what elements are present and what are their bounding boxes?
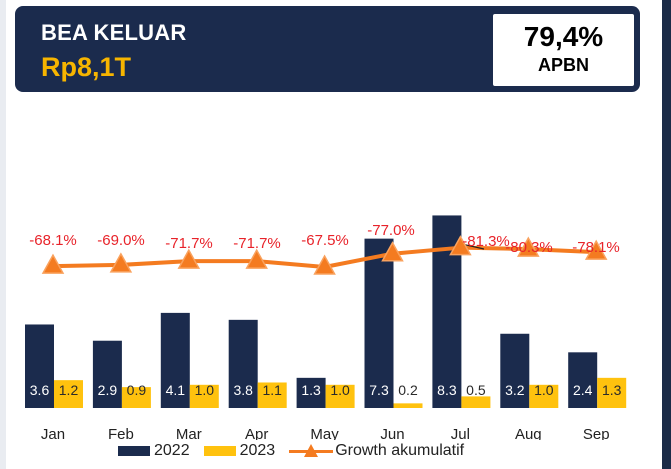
- x-tick-apr: Apr: [245, 426, 268, 440]
- bar-2022-aug: [500, 333, 530, 408]
- bar-2023-jul: [461, 396, 491, 408]
- bar-2023-apr: [257, 382, 287, 408]
- apbn-percentage: 79,4%: [523, 21, 604, 52]
- growth-marker-apr: [245, 248, 268, 269]
- growth-marker-aug: [517, 236, 540, 257]
- apbn-label: APBN: [537, 55, 589, 75]
- x-tick-jul: Jul: [451, 426, 470, 440]
- bar-2023-feb: [121, 387, 151, 408]
- label-2022-may: 1.3: [301, 382, 321, 398]
- growth-marker-jun: [381, 241, 404, 262]
- label-2023-may: 1.0: [330, 382, 350, 398]
- bar-2023-jan: [54, 380, 83, 408]
- label-2023-jan: 1.2: [59, 382, 79, 398]
- x-tick-jan: Jan: [41, 426, 65, 440]
- label-2023-mar: 1.0: [195, 382, 215, 398]
- label-2023-jul: 0.5: [466, 382, 486, 398]
- x-tick-jun: Jun: [380, 426, 404, 440]
- bar-2022-feb: [92, 340, 122, 408]
- legend-label-2023: 2023: [239, 442, 276, 459]
- growth-label-jun: -77.0%: [367, 222, 415, 239]
- label-2023-feb: 0.9: [127, 382, 147, 398]
- bar-2022-may: [296, 377, 326, 408]
- growth-marker-sep: [584, 239, 608, 260]
- growth-marker-jan: [41, 253, 65, 274]
- growth-label-mar: -71.7%: [165, 235, 213, 252]
- bar-2023-jun: [393, 403, 423, 408]
- panel-left-edge: [0, 0, 6, 469]
- header-banner: BEA KELUAR Rp8,1T 79,4% APBN: [15, 6, 640, 92]
- chart-legend: 2022 2023 Growth akumulatif: [118, 441, 478, 461]
- x-tick-mar: Mar: [176, 426, 202, 440]
- label-2022-jun: 7.3: [369, 382, 389, 398]
- x-tick-aug: Aug: [515, 426, 542, 440]
- legend-line-growth: [289, 444, 334, 458]
- growth-label-feb: -69.0%: [97, 232, 145, 249]
- growth-label-jan: -68.1%: [29, 232, 77, 249]
- bar-2022-sep: [568, 352, 598, 408]
- growth-marker-may: [313, 254, 336, 275]
- bar-2023-aug: [529, 384, 559, 408]
- legend-item-growth: Growth akumulatif: [289, 442, 464, 460]
- legend-swatch-2022: [118, 446, 150, 456]
- legend-item-2022: 2022: [118, 442, 190, 460]
- apbn-box: 79,4% APBN: [493, 14, 634, 86]
- bar-2022-apr: [228, 319, 258, 408]
- growth-marker-feb: [109, 252, 133, 273]
- x-tick-feb: Feb: [108, 426, 134, 440]
- growth-marker-mar: [177, 248, 201, 269]
- bar-2023-mar: [189, 384, 219, 408]
- legend-label-2022: 2022: [154, 442, 190, 459]
- label-2022-jul: 8.3: [437, 382, 457, 398]
- label-2023-aug: 1.0: [534, 382, 554, 398]
- bar-2022-jun: [364, 238, 394, 408]
- bar-2022-mar: [160, 312, 190, 408]
- label-2023-sep: 1.3: [602, 382, 622, 398]
- bar-line-chart: 3.6 1.2 Jan 2.9 0.9 Feb 4.1 1.0 Mar 3.8 1.1 Apr 1.3 1…: [25, 215, 627, 440]
- x-tick-sep: Sep: [583, 426, 610, 440]
- growth-label-may: -67.5%: [301, 232, 349, 249]
- bar-2023-sep: [597, 377, 627, 408]
- label-2022-feb: 2.9: [98, 382, 118, 398]
- header-value: Rp8,1T: [41, 52, 132, 82]
- x-tick-may: May: [310, 426, 339, 440]
- label-2022-apr: 3.8: [233, 382, 253, 398]
- label-2022-jan: 3.6: [30, 382, 50, 398]
- label-2022-sep: 2.4: [573, 382, 593, 398]
- label-2022-aug: 3.2: [505, 382, 525, 398]
- legend-swatch-2023: [203, 446, 236, 456]
- growth-marker-jul: [449, 235, 472, 256]
- growth-label-apr: -71.7%: [233, 235, 281, 252]
- label-2023-jun: 0.2: [398, 382, 418, 398]
- growth-label-aug: -80.3%: [505, 239, 553, 256]
- label-2023-apr: 1.1: [262, 382, 282, 398]
- header-title: BEA KELUAR: [41, 20, 187, 45]
- adjacent-panel-edge: [662, 0, 671, 469]
- bar-2022-jan: [25, 324, 54, 408]
- label-2022-mar: 4.1: [166, 382, 186, 398]
- legend-item-2023: 2023: [203, 442, 276, 460]
- legend-label-growth: Growth akumulatif: [335, 442, 465, 459]
- growth-label-jul: -81.3%: [462, 233, 510, 250]
- bar-2023-may: [325, 384, 355, 408]
- growth-label-sep: -78.1%: [572, 239, 620, 256]
